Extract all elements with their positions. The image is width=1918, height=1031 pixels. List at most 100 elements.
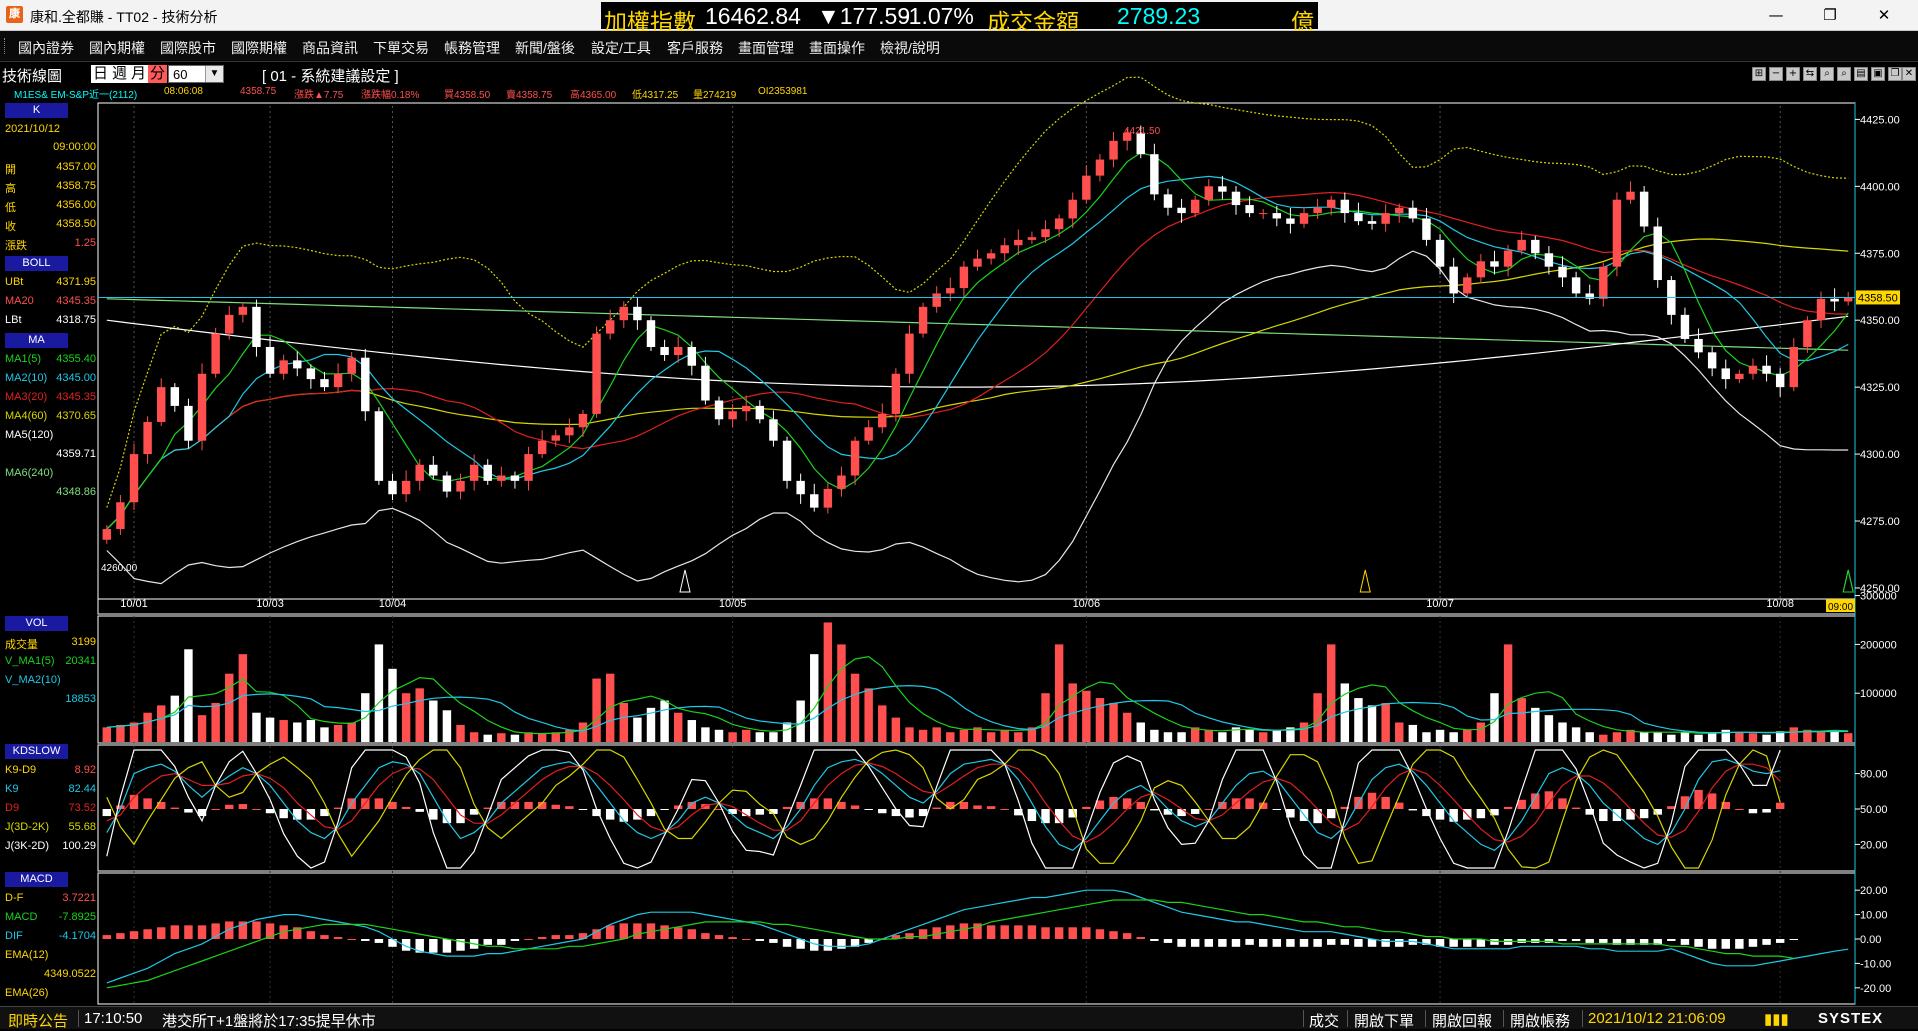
macd-bar [1041,927,1050,939]
open-order-button[interactable]: 開啟下單 [1354,1013,1415,1030]
ma240-line [106,298,1849,351]
period-minute-button[interactable]: 分 [148,65,167,83]
menu-item[interactable]: 設定/工具 [591,40,651,56]
menu-item[interactable]: 檢視/說明 [880,40,940,56]
boll-label: UBt [5,276,24,288]
open-report-button[interactable]: 開啟回報 [1432,1013,1493,1030]
kd-bar [238,804,248,809]
macd-bar [1449,939,1458,947]
candle [905,333,914,374]
macd-bar [864,939,873,943]
menu-item[interactable]: 國內證券 [18,40,74,56]
macd-bar [1354,939,1363,947]
macd-bar [1558,939,1567,941]
period-month-button[interactable]: 月 [129,65,148,83]
volume-bar [810,654,819,742]
plus-icon[interactable]: + [1786,67,1800,81]
menu-item[interactable]: 下單交易 [373,40,429,56]
close-chart-icon[interactable]: ✕ [1902,67,1916,81]
volume-bar [415,688,424,742]
menu-item[interactable]: 國際股市 [160,40,216,56]
kd-bar [1095,800,1105,809]
minus-icon[interactable]: − [1769,67,1783,81]
notice-time: 17:10:50 [84,1010,143,1027]
macd-bar [456,939,465,951]
volume-bar [850,673,860,742]
candle [1544,253,1554,267]
quote-price: 4358.75 [240,86,277,97]
menu-item[interactable]: 客戶服務 [667,40,723,56]
candle [102,529,112,540]
volume-bar [782,722,792,742]
macd-bar [524,939,533,940]
price-axis-label: 4275.00 [1860,516,1900,528]
chart-area[interactable]: 4425.00 4400.00 4375.00 4350.00 4325.00 4300.… [0,0,1918,1006]
notice-label[interactable]: 即時公告 [8,1013,69,1030]
vol-label: V_MA2(10) [5,674,61,686]
quote-pct: 漲跌幅0.18% [361,90,420,101]
ma5-line [106,151,1849,530]
price-axis-label: 4375.00 [1860,248,1900,260]
volume-bar [211,702,220,742]
minimize-button[interactable]: — [1768,6,1784,24]
kd-bar [1218,801,1227,809]
macd-label: D-F [5,892,24,904]
zoom-out-icon[interactable]: ⌕ [1837,67,1851,81]
menu-item[interactable]: 新聞/盤後 [515,40,575,56]
ma-label: MA3(20) [5,391,48,403]
kd-bar [1490,809,1499,816]
candle [1775,373,1785,388]
menu-bar: 國內證券 國內期權 國際股市 國際期權 商品資訊 下單交易 帳務管理 新聞/盤後… [0,31,1918,62]
quote-oi: OI2353981 [758,86,808,97]
menu-item[interactable]: 商品資訊 [302,40,358,56]
volume-bar [293,722,302,742]
app-icon: 康 [6,6,23,23]
menu-item[interactable]: 畫面操作 [809,40,865,56]
volume-bar [1667,734,1676,742]
candle [1803,320,1812,347]
period-week-button[interactable]: 週 [110,65,129,83]
boll-upper-line [106,76,1849,508]
setting-label[interactable]: [ 01 - 系統建議設定 ] [262,68,399,85]
volume-bar [1571,727,1581,742]
period-day-button[interactable]: 日 [91,65,110,83]
kd-bar [170,807,180,809]
candle [1218,186,1227,192]
fit-icon[interactable]: ⇆ [1803,67,1817,81]
candle [1136,132,1145,155]
print-icon[interactable]: ▤ [1854,67,1868,81]
volume-bar [905,727,914,742]
macd-bar [211,923,220,939]
crosshair-icon[interactable]: ⊞ [1752,67,1766,81]
window-icon[interactable]: ❐ [1888,67,1902,81]
menu-item[interactable]: 國內期權 [89,40,145,56]
menu-item[interactable]: 國際期權 [231,40,287,56]
macd-bar [1327,939,1336,945]
open-account-button[interactable]: 開啟帳務 [1510,1013,1571,1030]
zoom-in-icon[interactable]: ⌕ [1820,67,1834,81]
macd-bar [973,923,982,939]
trade-button[interactable]: 成交 [1309,1013,1340,1030]
kd-bar [1163,809,1173,815]
quote-line: M1ES& EM-S&P近一(2112) 08:06:08 4358.75 漲跌… [0,85,1918,101]
candle [320,379,329,388]
kd-bar [605,809,615,820]
volume-bar [1803,729,1812,742]
volume-bar [1762,734,1771,742]
k-value: 4358.75 [56,180,96,192]
close-button[interactable]: ✕ [1877,6,1891,24]
interval-select[interactable]: 60 ▼ [168,65,224,83]
macd-bar [129,931,139,939]
volume-bar [646,707,656,742]
x-axis-label: 10/05 [719,598,747,610]
menu-item[interactable]: 畫面管理 [738,40,794,56]
kd-bar [769,809,778,814]
kd-bar [673,805,683,809]
menu-item[interactable]: 帳務管理 [444,40,500,56]
kd-bar [401,806,411,809]
kd-bar [1177,809,1186,817]
save-icon[interactable]: ▣ [1871,67,1885,81]
volume-bar [524,732,533,742]
candle [1517,239,1526,251]
restore-button[interactable]: ❐ [1823,6,1837,24]
